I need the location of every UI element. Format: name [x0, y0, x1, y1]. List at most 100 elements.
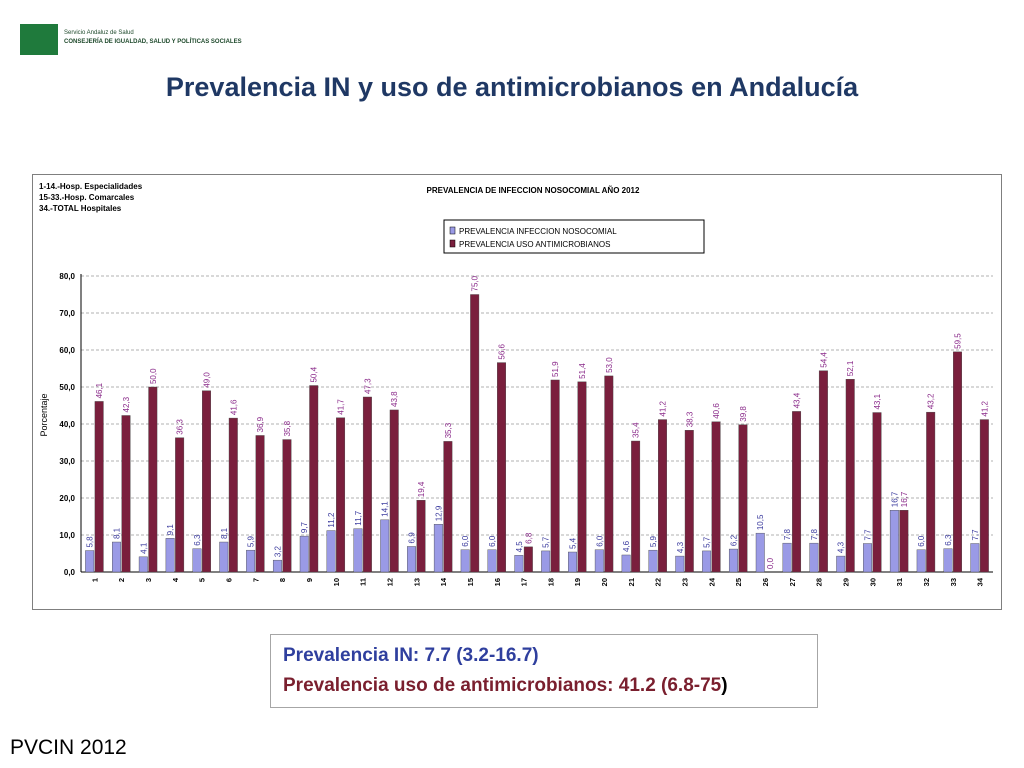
data-label-infeccion-nosocomial: 5,9 [247, 535, 256, 547]
x-tick-label: 6 [225, 578, 234, 582]
bar-infeccion-nosocomial [594, 549, 604, 573]
x-tick-label: 33 [949, 578, 958, 586]
data-label-infeccion-nosocomial: 7,7 [864, 529, 873, 541]
bar-infeccion-nosocomial [407, 546, 416, 573]
bar-infeccion-nosocomial [889, 510, 899, 573]
x-tick-label: 11 [359, 578, 368, 586]
bar-infeccion-nosocomial [675, 555, 685, 573]
data-label-infeccion-nosocomial: 6,9 [408, 532, 417, 544]
bar-uso-antimicrobianos [148, 386, 158, 573]
data-label-infeccion-nosocomial: 6,3 [193, 534, 202, 546]
x-tick-label: 16 [493, 578, 502, 586]
bar-uso-antimicrobianos [416, 500, 426, 573]
y-tick-label: 70,0 [59, 309, 75, 318]
x-tick-label: 1 [90, 578, 99, 582]
data-label-infeccion-nosocomial: 5,9 [649, 535, 658, 547]
bar-infeccion-nosocomial [192, 548, 202, 573]
data-label-infeccion-nosocomial: 12,9 [434, 505, 443, 521]
data-label-infeccion-nosocomial: 8,1 [112, 527, 121, 539]
data-label-uso-antimicrobianos: 51,9 [551, 361, 560, 377]
data-label-uso-antimicrobianos: 43,1 [873, 393, 882, 409]
data-label-infeccion-nosocomial: 11,7 [354, 510, 363, 526]
bar-chart: 1-14.-Hosp. Especialidades 15-33.-Hosp. C… [39, 182, 993, 586]
bar-uso-antimicrobianos [577, 381, 587, 573]
bar-uso-antimicrobianos [631, 440, 641, 573]
junta-andalucia-emblem [20, 24, 58, 55]
bar-uso-antimicrobianos [684, 430, 694, 573]
data-label-infeccion-nosocomial: 9,1 [166, 524, 175, 536]
bar-uso-antimicrobianos [175, 437, 185, 573]
x-tick-label: 10 [332, 578, 341, 586]
sas-logo: Servicio Andaluz de Salud CONSEJERÍA DE … [20, 24, 242, 56]
bar-uso-antimicrobianos [604, 375, 614, 573]
bar-infeccion-nosocomial [433, 524, 443, 573]
bar-infeccion-nosocomial [272, 559, 282, 573]
x-tick-label: 5 [198, 578, 207, 582]
data-label-infeccion-nosocomial: 4,3 [676, 541, 685, 553]
bar-infeccion-nosocomial [648, 549, 658, 573]
data-label-uso-antimicrobianos: 47,3 [363, 378, 372, 394]
x-tick-label: 3 [144, 578, 153, 582]
bar-infeccion-nosocomial [138, 556, 148, 573]
bar-uso-antimicrobianos [497, 362, 506, 573]
x-tick-label: 25 [734, 578, 743, 586]
data-label-uso-antimicrobianos: 51,4 [578, 363, 587, 379]
summary-closing-paren: ) [721, 675, 728, 696]
chart-note: 1-14.-Hosp. Especialidades [39, 182, 143, 191]
bar-uso-antimicrobianos [926, 411, 936, 573]
bar-uso-antimicrobianos [121, 415, 131, 573]
bar-uso-antimicrobianos [792, 411, 802, 573]
data-label-infeccion-nosocomial: 5,7 [703, 536, 712, 548]
data-label-uso-antimicrobianos: 56,6 [498, 343, 507, 359]
data-label-uso-antimicrobianos: 38,3 [685, 411, 694, 427]
y-tick-label: 0,0 [64, 568, 76, 577]
x-tick-label: 29 [841, 578, 850, 586]
bar-uso-antimicrobianos [979, 419, 989, 573]
data-label-uso-antimicrobianos: 46,1 [95, 382, 104, 398]
summary-prevalence-in: Prevalencia IN: 7.7 (3.2-16.7) [283, 645, 539, 666]
data-label-uso-antimicrobianos: 42,3 [122, 396, 131, 412]
bar-uso-antimicrobianos [228, 417, 238, 573]
bar-infeccion-nosocomial [702, 550, 712, 573]
bar-infeccion-nosocomial [514, 555, 524, 573]
data-label-uso-antimicrobianos: 50,4 [310, 366, 319, 382]
data-label-infeccion-nosocomial: 4,3 [837, 541, 846, 553]
chart-note: 15-33.-Hosp. Comarcales [39, 193, 135, 202]
x-tick-label: 19 [573, 578, 582, 586]
data-label-uso-antimicrobianos: 50,0 [149, 368, 158, 384]
bar-uso-antimicrobianos [738, 424, 748, 573]
bar-infeccion-nosocomial [219, 541, 229, 573]
data-label-infeccion-nosocomial: 6,0 [488, 535, 497, 547]
data-label-uso-antimicrobianos: 53,0 [605, 357, 614, 373]
legend-swatch [449, 239, 456, 248]
data-label-uso-antimicrobianos: 36,9 [256, 416, 265, 432]
bar-infeccion-nosocomial [836, 555, 846, 573]
data-label-infeccion-nosocomial: 6,0 [461, 535, 470, 547]
x-tick-label: 14 [439, 577, 448, 586]
data-label-infeccion-nosocomial: 7,8 [783, 528, 792, 540]
bar-infeccion-nosocomial [621, 554, 631, 573]
y-axis-label: Porcentaje [39, 393, 49, 436]
legend-label: PREVALENCIA USO ANTIMICROBIANOS [459, 240, 610, 249]
data-label-uso-antimicrobianos: 36,3 [176, 419, 185, 435]
data-label-infeccion-nosocomial: 5,7 [542, 536, 551, 548]
data-label-uso-antimicrobianos: 43,4 [793, 392, 802, 408]
data-label-infeccion-nosocomial: 7,7 [971, 529, 980, 541]
y-tick-label: 10,0 [59, 531, 75, 540]
y-tick-label: 20,0 [59, 494, 75, 503]
chart-note: 34.-TOTAL Hospitales [39, 204, 122, 213]
data-label-infeccion-nosocomial: 6,2 [729, 534, 738, 546]
x-tick-label: 9 [305, 578, 314, 582]
data-label-uso-antimicrobianos: 35,4 [632, 422, 641, 438]
x-tick-label: 23 [681, 578, 690, 586]
bar-infeccion-nosocomial [863, 543, 872, 573]
data-label-uso-antimicrobianos: 35,3 [444, 422, 453, 438]
data-label-infeccion-nosocomial: 14,1 [381, 501, 390, 517]
bar-infeccion-nosocomial [487, 549, 497, 573]
x-tick-label: 26 [761, 578, 770, 586]
x-tick-label: 13 [412, 578, 421, 586]
data-label-uso-antimicrobianos: 19,4 [417, 481, 426, 497]
data-label-uso-antimicrobianos: 59,5 [954, 333, 963, 349]
bar-infeccion-nosocomial [568, 551, 577, 573]
bar-infeccion-nosocomial [943, 548, 953, 573]
